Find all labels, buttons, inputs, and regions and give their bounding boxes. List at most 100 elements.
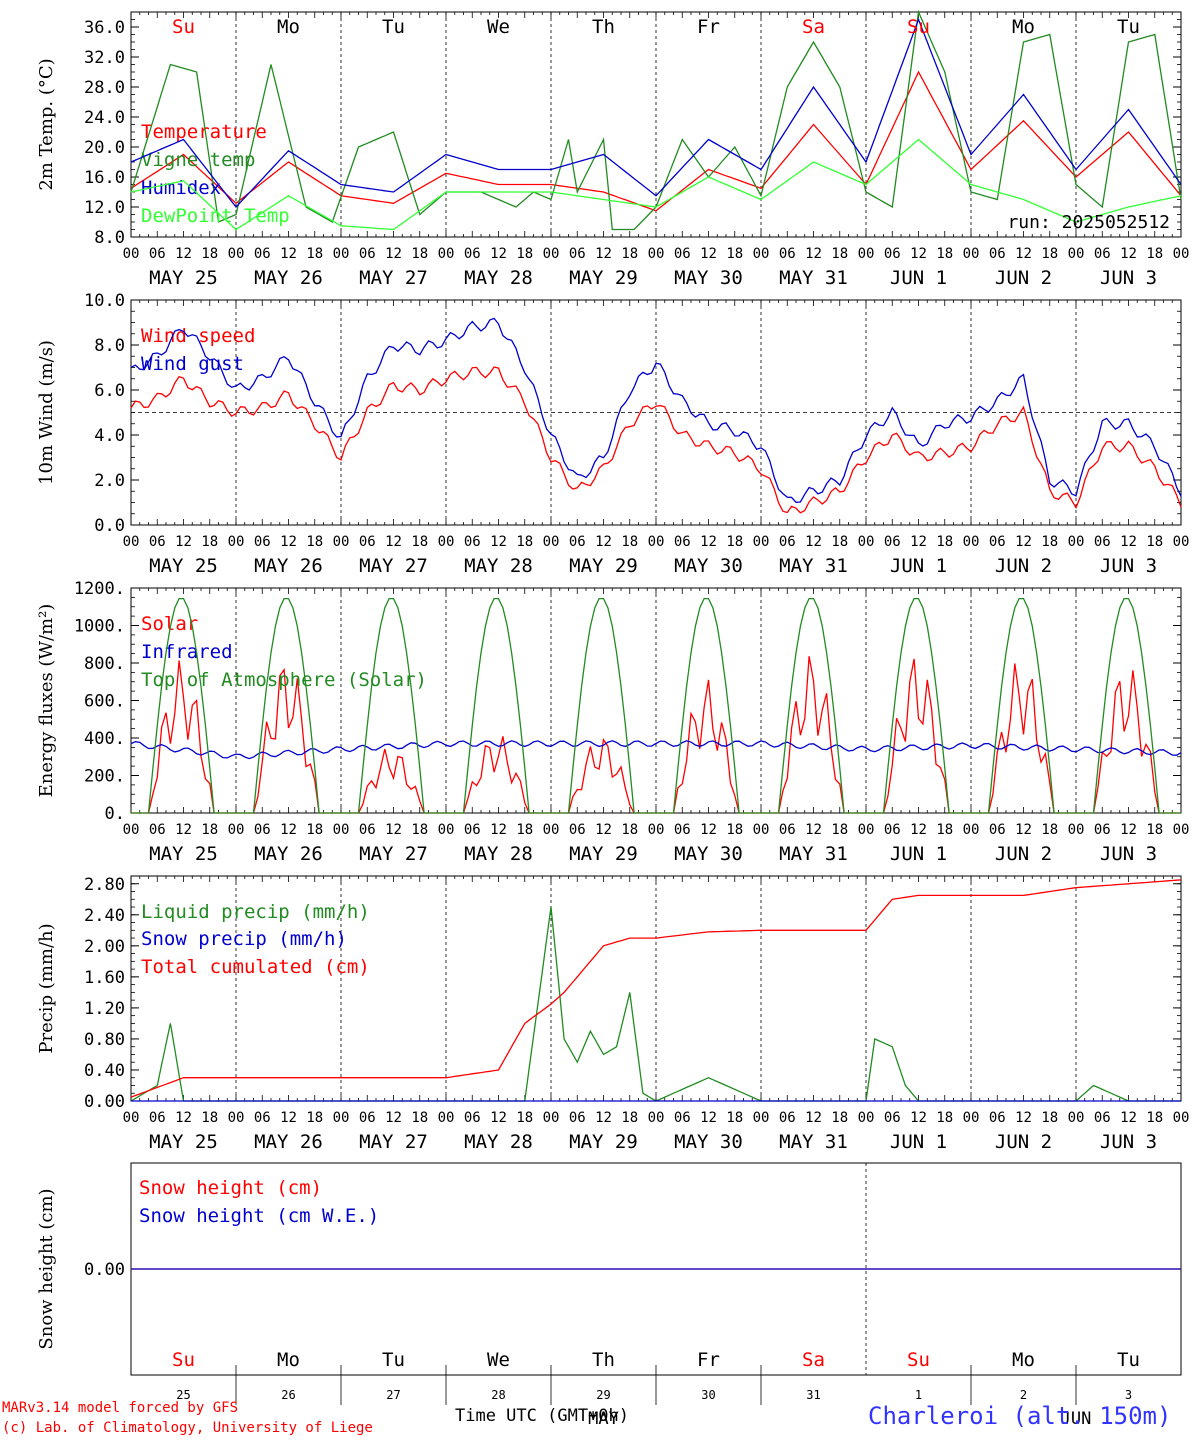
- hour-label: 00: [228, 534, 245, 550]
- y-tick-label: 1000.: [74, 617, 125, 637]
- hour-label: 00: [123, 822, 140, 838]
- hour-label: 18: [201, 1110, 218, 1126]
- date-label: JUN 3: [1100, 555, 1157, 577]
- hour-label: 12: [700, 534, 717, 550]
- legend-entry: Wind gust: [141, 353, 244, 375]
- hour-label: 00: [438, 246, 455, 262]
- day-number: 29: [596, 1388, 610, 1402]
- hour-label: 06: [779, 534, 796, 550]
- hour-label: 00: [963, 534, 980, 550]
- hour-label: 18: [621, 822, 638, 838]
- date-label: MAY 31: [779, 843, 848, 865]
- hour-label: 06: [884, 534, 901, 550]
- hour-label: 12: [805, 1110, 822, 1126]
- date-label: JUN 1: [890, 843, 947, 865]
- date-label: MAY 25: [149, 843, 218, 865]
- hour-label: 00: [438, 822, 455, 838]
- station-label: Charleroi (alt. 150m): [868, 1402, 1172, 1430]
- hour-label: 06: [884, 246, 901, 262]
- hour-label: 00: [648, 246, 665, 262]
- hour-label: 00: [123, 534, 140, 550]
- hour-label: 18: [201, 246, 218, 262]
- hour-label: 12: [1015, 246, 1032, 262]
- hour-label: 00: [963, 1110, 980, 1126]
- date-label: MAY 27: [359, 555, 428, 577]
- hour-label: 00: [858, 246, 875, 262]
- hour-label: 18: [831, 534, 848, 550]
- legend-entry: Top of Atmosphere (Solar): [141, 669, 427, 691]
- hour-label: 18: [936, 822, 953, 838]
- legend-entry: Snow precip (mm/h): [141, 928, 347, 950]
- hour-label: 06: [254, 246, 271, 262]
- hour-label: 00: [543, 822, 560, 838]
- y-tick-label: 12.0: [84, 198, 125, 218]
- hour-label: 00: [1173, 1110, 1190, 1126]
- hour-label: 06: [464, 822, 481, 838]
- hour-label: 18: [726, 1110, 743, 1126]
- y-tick-label: 0.00: [84, 1092, 125, 1112]
- hour-label: 00: [648, 822, 665, 838]
- y-tick-label: 0.0: [94, 516, 125, 536]
- hour-label: 06: [779, 246, 796, 262]
- series-line-top-of-atmosphere-solar-: [131, 597, 1181, 814]
- hour-label: 12: [385, 246, 402, 262]
- day-abbr-bottom: Tu: [382, 1349, 405, 1371]
- hour-label: 06: [569, 1110, 586, 1126]
- day-abbr-top: Tu: [382, 16, 405, 38]
- model-credit: MARv3.14 model forced by GFS: [2, 1400, 239, 1416]
- y-tick-label: 0.80: [84, 1030, 125, 1050]
- hour-label: 12: [910, 246, 927, 262]
- day-number: 2: [1020, 1388, 1027, 1402]
- hour-label: 06: [569, 246, 586, 262]
- hour-label: 18: [831, 822, 848, 838]
- day-abbr-bottom: Sa: [802, 1349, 825, 1371]
- day-number: 30: [701, 1388, 715, 1402]
- y-tick-label: 20.0: [84, 138, 125, 158]
- hour-label: 18: [726, 822, 743, 838]
- hour-label: 18: [1146, 822, 1163, 838]
- hour-label: 18: [516, 246, 533, 262]
- y-tick-label: 0.00: [84, 1260, 125, 1280]
- hour-label: 12: [700, 822, 717, 838]
- legend-entry: Humidex: [141, 177, 221, 199]
- hour-label: 00: [543, 246, 560, 262]
- y-tick-label: 32.0: [84, 48, 125, 68]
- date-label: JUN 3: [1100, 843, 1157, 865]
- hour-label: 06: [989, 534, 1006, 550]
- day-abbr-top: Mo: [277, 16, 300, 38]
- y-tick-label: 4.0: [94, 426, 125, 446]
- hour-label: 00: [1068, 822, 1085, 838]
- day-abbr-top: Su: [172, 16, 195, 38]
- hour-label: 06: [359, 246, 376, 262]
- hour-label: 12: [385, 822, 402, 838]
- month-label-jun: JUN: [1061, 1409, 1092, 1429]
- hour-label: 18: [621, 1110, 638, 1126]
- hour-label: 12: [490, 246, 507, 262]
- hour-label: 12: [490, 822, 507, 838]
- day-number: 31: [806, 1388, 820, 1402]
- hour-label: 06: [779, 1110, 796, 1126]
- y-axis-label: 10m Wind (m/s): [36, 340, 57, 485]
- hour-label: 06: [884, 1110, 901, 1126]
- hour-label: 18: [936, 246, 953, 262]
- hour-label: 12: [910, 1110, 927, 1126]
- hour-label: 00: [123, 246, 140, 262]
- hour-label: 12: [280, 534, 297, 550]
- date-label: MAY 28: [464, 1131, 533, 1153]
- hour-label: 18: [726, 246, 743, 262]
- hour-label: 00: [438, 1110, 455, 1126]
- hour-label: 00: [858, 1110, 875, 1126]
- day-number: 27: [386, 1388, 400, 1402]
- hour-label: 12: [490, 1110, 507, 1126]
- day-abbr-bottom: Th: [592, 1349, 615, 1371]
- hour-label: 06: [989, 246, 1006, 262]
- x-axis-label: Time UTC (GMT+0h): [455, 1406, 629, 1426]
- hour-label: 06: [569, 822, 586, 838]
- series-line-infrared: [130, 740, 1182, 760]
- hour-label: 18: [936, 1110, 953, 1126]
- hour-label: 18: [936, 534, 953, 550]
- month-label-may: MAY: [588, 1409, 619, 1429]
- date-label: MAY 27: [359, 1131, 428, 1153]
- y-axis-label: Snow height (cm): [36, 1188, 57, 1349]
- day-abbr-top: Th: [592, 16, 615, 38]
